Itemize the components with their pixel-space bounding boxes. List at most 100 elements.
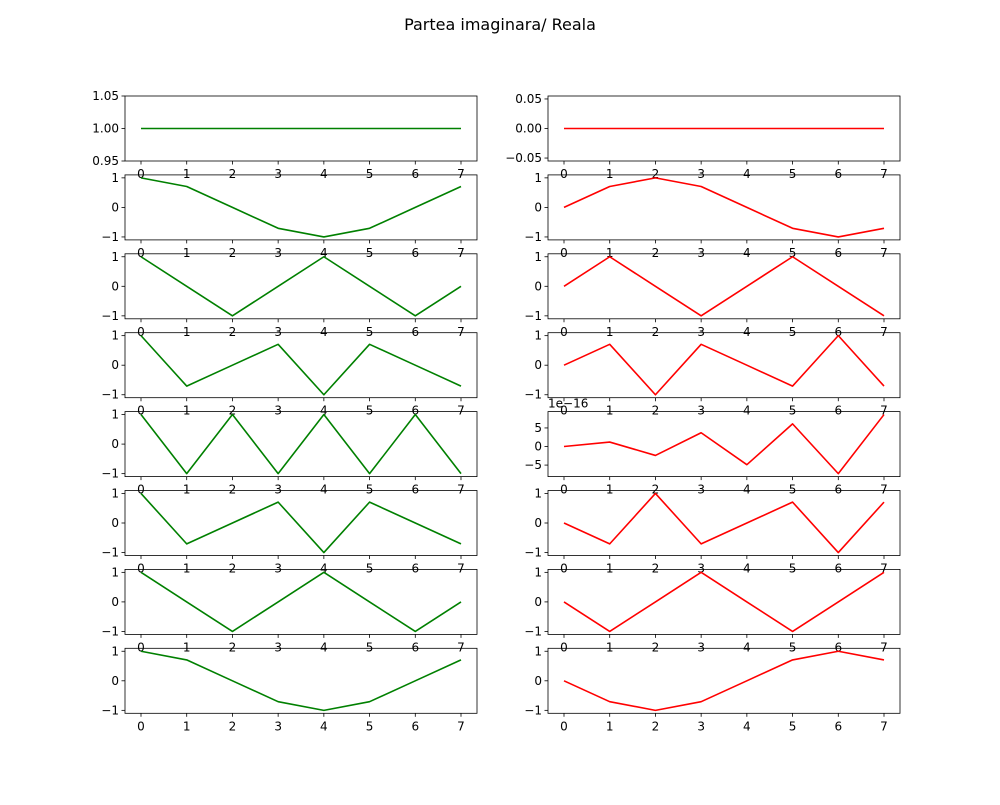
series-line-r3-c1 (140, 255, 462, 317)
x-tick-label: 6 (834, 167, 842, 181)
x-tick-label: 6 (411, 404, 419, 418)
x-tick-label: 3 (697, 404, 705, 418)
subplot-r8-c2: −1 0 1 0 1 2 3 4 5 6 7 (524, 644, 901, 733)
x-tick-label: 5 (789, 325, 797, 339)
y-tick-label: 0 (111, 516, 119, 530)
x-tick-label: 2 (229, 246, 237, 260)
y-tick-label: −1 (101, 388, 119, 402)
y-tick-label: 1 (534, 250, 542, 264)
x-tick-label: 3 (274, 246, 282, 260)
x-tick-label: 7 (880, 404, 888, 418)
series-line-r5-c1 (140, 413, 462, 475)
y-tick-label: 0 (534, 440, 542, 454)
axes-frame-r4-c1 (124, 332, 478, 399)
x-tick-label: 1 (183, 167, 191, 181)
series-line-r5-c2 (563, 414, 885, 475)
series-line-r6-c2 (563, 492, 885, 554)
x-tick-label: 6 (834, 325, 842, 339)
subplot-r2-c1: −1 0 1 0 1 2 3 4 5 6 7 (101, 171, 478, 260)
x-tick-label: 1 (606, 483, 614, 497)
x-tick-label: 4 (320, 483, 328, 497)
x-tick-label: 0 (560, 325, 568, 339)
x-tick-label: 3 (274, 325, 282, 339)
y-tick-label: 1 (111, 408, 119, 422)
y-tick-label: 1 (111, 329, 119, 343)
subplot-r3-c1: −1 0 1 0 1 2 3 4 5 6 7 (101, 250, 478, 339)
x-tick-label: 3 (697, 325, 705, 339)
figure-title: Partea imaginara/ Reala (404, 15, 596, 34)
axes-frame-r6-c2 (547, 490, 901, 556)
axes-frame-r6-c1 (124, 490, 478, 556)
x-tick-label: 6 (411, 483, 419, 497)
x-tick-label: 0 (137, 562, 145, 576)
y-tick-label: 1.00 (92, 122, 119, 136)
y-tick-label: 1 (534, 329, 542, 343)
subplot-grid: 0.95 1.00 1.05 0 1 2 3 4 5 6 7 −0.05 0.00 0.05 0 1 2 3 4 5 6… (92, 89, 901, 733)
subplot-r5-c1: −1 0 1 0 1 2 3 4 5 6 7 (101, 408, 478, 497)
x-tick-label: 5 (366, 719, 374, 733)
x-tick-label: 6 (411, 325, 419, 339)
x-tick-label: 7 (457, 325, 465, 339)
axes-frame-r5-c2 (547, 411, 901, 478)
x-tick-label: 5 (789, 640, 797, 654)
x-tick-label: 2 (229, 404, 237, 418)
y-tick-label: 0.95 (92, 154, 119, 168)
x-tick-label: 4 (320, 404, 328, 418)
x-tick-label: 3 (274, 562, 282, 576)
y-tick-label: −0.05 (505, 151, 542, 165)
x-tick-label: 5 (789, 719, 797, 733)
x-tick-label: 5 (366, 167, 374, 181)
x-tick-label: 2 (652, 562, 660, 576)
x-tick-label: 0 (137, 640, 145, 654)
x-tick-label: 1 (606, 404, 614, 418)
x-tick-label: 1 (183, 246, 191, 260)
x-tick-label: 7 (880, 562, 888, 576)
x-tick-label: 4 (743, 246, 751, 260)
x-tick-label: 2 (229, 483, 237, 497)
x-tick-label: 0 (560, 719, 568, 733)
y-tick-label: 1 (534, 486, 542, 500)
x-tick-label: 4 (320, 246, 328, 260)
y-tick-label: 0 (534, 674, 542, 688)
x-tick-label: 7 (457, 483, 465, 497)
x-tick-label: 1 (183, 562, 191, 576)
x-tick-label: 1 (183, 719, 191, 733)
y-tick-label: 0.05 (515, 92, 542, 106)
x-tick-label: 7 (457, 562, 465, 576)
x-tick-label: 2 (229, 325, 237, 339)
y-offset-label: 1e−16 (548, 397, 588, 411)
x-tick-label: 2 (652, 719, 660, 733)
subplot-r1-c2: −0.05 0.00 0.05 0 1 2 3 4 5 6 7 (505, 92, 901, 181)
y-tick-label: 0 (111, 279, 119, 293)
x-tick-label: 7 (457, 404, 465, 418)
x-tick-label: 3 (274, 404, 282, 418)
series-line-r2-c2 (563, 177, 885, 238)
y-tick-label: −5 (524, 458, 542, 472)
x-tick-label: 1 (606, 719, 614, 733)
x-tick-label: 7 (457, 246, 465, 260)
axes-frame-r7-c1 (124, 569, 478, 635)
x-tick-label: 6 (411, 640, 419, 654)
x-tick-label: 1 (606, 325, 614, 339)
y-tick-label: −1 (524, 546, 542, 560)
y-tick-label: −1 (524, 388, 542, 402)
subplot-r7-c2: −1 0 1 0 1 2 3 4 5 6 7 (524, 565, 901, 654)
x-tick-label: 5 (366, 640, 374, 654)
y-tick-label: 1 (111, 486, 119, 500)
x-tick-label: 0 (137, 246, 145, 260)
axes-frame-r3-c1 (124, 253, 478, 320)
y-tick-label: −1 (524, 624, 542, 638)
x-tick-label: 2 (652, 640, 660, 654)
x-tick-label: 1 (183, 483, 191, 497)
series-line-r4-c2 (563, 334, 885, 396)
x-tick-label: 1 (606, 167, 614, 181)
x-tick-label: 6 (411, 246, 419, 260)
x-tick-label: 7 (880, 719, 888, 733)
y-tick-label: −1 (101, 467, 119, 481)
x-tick-label: 0 (560, 562, 568, 576)
axes-frame-r3-c2 (547, 253, 901, 320)
x-tick-label: 2 (652, 325, 660, 339)
x-tick-label: 2 (652, 483, 660, 497)
